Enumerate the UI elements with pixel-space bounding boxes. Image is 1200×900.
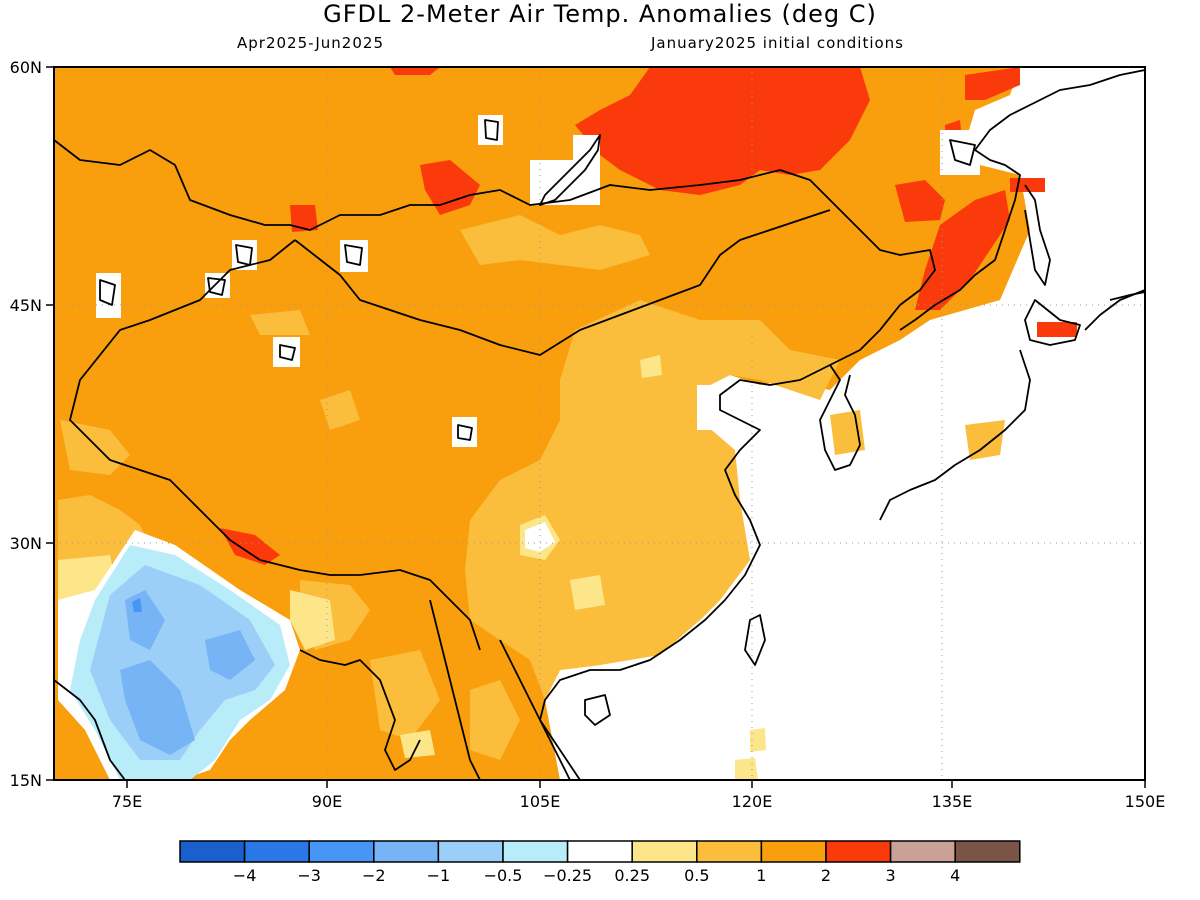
lon-label: 150E xyxy=(1125,792,1166,811)
colorbar-swatch xyxy=(760,840,827,863)
colorbar-swatch xyxy=(243,840,310,863)
colorbar-swatch xyxy=(889,840,956,863)
plot-frame xyxy=(53,66,1146,781)
lat-label: 15N xyxy=(10,771,42,790)
lon-label: 135E xyxy=(932,792,973,811)
colorbar-label: −3 xyxy=(297,866,321,885)
axis-ticks xyxy=(46,66,1146,788)
colorbar-swatch xyxy=(566,840,633,863)
colorbar-swatch xyxy=(373,840,440,863)
lat-label: 30N xyxy=(10,534,42,553)
colorbar-label: −1 xyxy=(427,866,451,885)
map-title: GFDL 2-Meter Air Temp. Anomalies (deg C) xyxy=(323,0,877,28)
colorbar-swatch xyxy=(825,840,892,863)
colorbar-label: 3 xyxy=(886,866,896,885)
initial-conditions: January2025 initial conditions xyxy=(651,34,904,52)
colorbar-label: −4 xyxy=(233,866,257,885)
colorbar-swatch xyxy=(631,840,698,863)
colorbar-swatch xyxy=(308,840,375,863)
lon-label: 120E xyxy=(732,792,773,811)
lon-label: 75E xyxy=(112,792,142,811)
colorbar-swatch xyxy=(954,840,1021,863)
longitude-labels: 75E 90E 105E 120E 135E 150E xyxy=(112,792,1166,811)
colorbar-label: −2 xyxy=(362,866,386,885)
colorbar-swatch xyxy=(179,840,246,863)
colorbar-label: −0.25 xyxy=(543,866,592,885)
colorbar-label: 1 xyxy=(756,866,766,885)
colorbar-label: 2 xyxy=(821,866,831,885)
lon-label: 90E xyxy=(312,792,342,811)
forecast-period: Apr2025-Jun2025 xyxy=(237,34,384,52)
lat-label: 45N xyxy=(10,296,42,315)
latitude-labels: 60N 45N 30N 15N xyxy=(10,58,42,790)
colorbar-label: 0.25 xyxy=(614,866,650,885)
anomaly-field xyxy=(54,67,1145,780)
colorbar-label: 4 xyxy=(950,866,960,885)
lon-label: 105E xyxy=(520,792,561,811)
colorbar-swatch xyxy=(696,840,763,863)
colorbar-swatch xyxy=(437,840,504,863)
coastlines-and-borders xyxy=(54,69,1145,780)
colorbar-label: 0.5 xyxy=(684,866,709,885)
lat-label: 60N xyxy=(10,58,42,77)
colorbar-label: −0.5 xyxy=(484,866,523,885)
colorbar-swatch xyxy=(502,840,569,863)
colorbar: −4 −3 −2 −1 −0.5 −0.25 0.25 0.5 1 2 3 4 xyxy=(179,840,1021,885)
